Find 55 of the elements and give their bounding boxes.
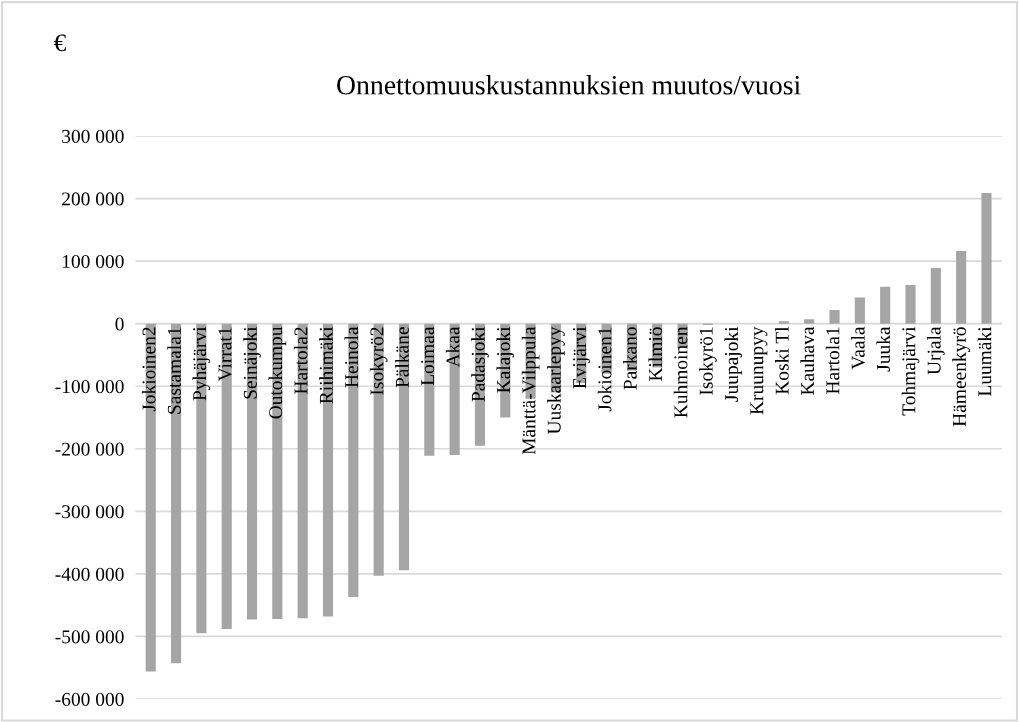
x-tick-label: Hartola1 (825, 327, 840, 394)
x-tick-label: Kalajoki (496, 326, 515, 393)
x-tick-label: Luumäki (977, 326, 992, 397)
bar (778, 321, 789, 324)
x-tick-label: Kuhmoinen (673, 326, 688, 418)
x-tick-label: Tohmajärvi (901, 326, 920, 416)
y-tick-label: 200 000 (62, 192, 124, 206)
x-tick-label: Isokyrö2 (369, 327, 388, 395)
x-tick-label: Hämeenkyrö (952, 327, 970, 427)
x-tick-label: Pyhäjärvi (192, 326, 211, 401)
y-tick-label: 100 000 (62, 254, 124, 269)
bar (854, 297, 865, 324)
x-tick-label: Padasjoki (471, 326, 489, 402)
bar (829, 309, 840, 324)
x-tick-label: Seinäjoki (243, 326, 261, 399)
y-axis-title: € (54, 34, 66, 52)
y-tick-label: -300 000 (55, 505, 124, 519)
x-tick-label: Loimaa (421, 326, 435, 386)
x-tick-label: Isokyrö1 (699, 327, 717, 395)
x-tick-label: Pälkäne (395, 327, 409, 388)
x-tick-label: Hartola2 (293, 327, 308, 394)
x-tick-label: Koski Tl (775, 326, 789, 395)
y-tick-label: 0 (115, 317, 124, 331)
x-tick-label: Urjala (927, 326, 945, 375)
x-tick-label: Juupajoki (724, 326, 743, 402)
x-tick-label: Akaa (445, 326, 460, 368)
x-tick-label: Vaala (851, 326, 865, 370)
y-tick-label: -500 000 (55, 630, 124, 644)
x-tick-label: Kauhava (800, 326, 815, 395)
x-tick-label: Jokioinen1 (597, 327, 612, 412)
x-tick-label: Outokumpu (268, 326, 287, 419)
x-tick-label: Kilmiö (648, 327, 663, 381)
x-tick-label: Jokioinen2 (141, 327, 156, 412)
chart-title: Onnettomuuskustannuksien muutos/vuosi (337, 75, 801, 95)
x-tick-label: Virrat1 (218, 327, 232, 382)
y-tick-label: -200 000 (55, 442, 124, 456)
x-tick-label: Sastamala1 (167, 327, 181, 414)
bar (880, 286, 891, 324)
x-tick-label: Kruunupyy (750, 326, 768, 415)
y-tick-label: 300 000 (62, 129, 124, 143)
bar (956, 251, 967, 324)
x-tick-label: Heinola (344, 326, 359, 388)
y-tick-label: -600 000 (55, 692, 124, 706)
x-tick-label: Mänttä-Vilppula (521, 326, 540, 455)
bar (804, 319, 815, 324)
bar (981, 192, 992, 324)
x-tick-label: Parkano (623, 327, 637, 390)
y-tick-label: -400 000 (55, 567, 124, 581)
y-tick-label: -100 000 (55, 380, 124, 394)
x-tick-label: Evijärvi (573, 326, 591, 389)
bar (930, 267, 941, 324)
x-tick-label: Uuskaarlepyy (547, 326, 565, 435)
x-tick-label: Riihimäki (319, 326, 333, 404)
bar (905, 284, 916, 324)
x-tick-label: Juuka (876, 326, 891, 372)
